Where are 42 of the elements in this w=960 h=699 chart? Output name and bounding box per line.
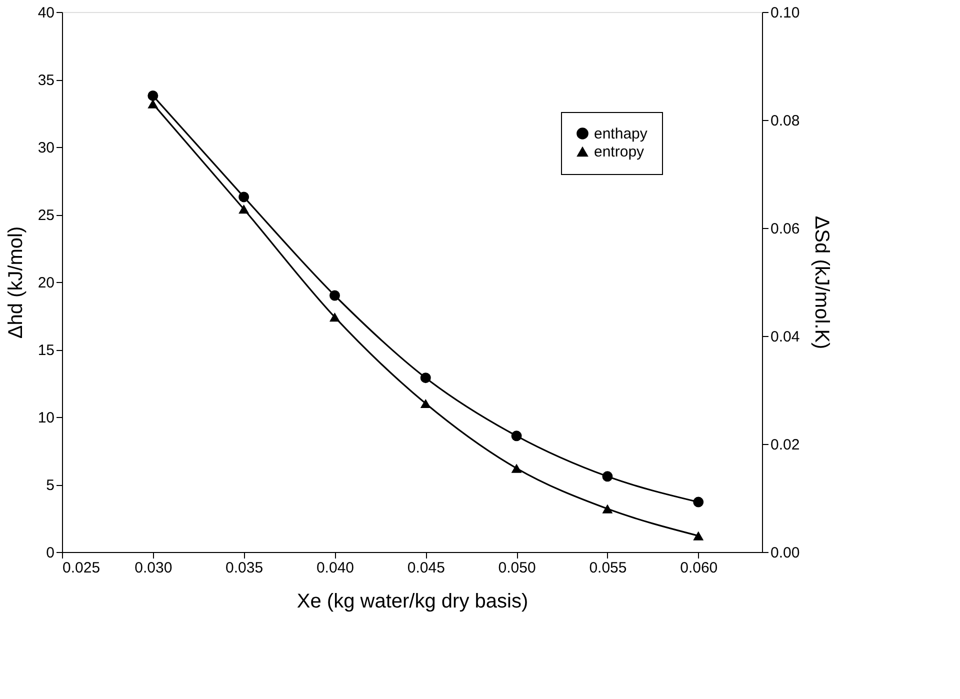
x-tick-label: 0.035 — [226, 560, 264, 576]
x-tick-label: 0.030 — [134, 560, 172, 576]
x-tick-label: 0.025 — [62, 560, 100, 576]
x-axis-title: Xe (kg water/kg dry basis) — [296, 590, 528, 612]
y-tick-label: 15 — [38, 342, 54, 359]
y-axis-title: Δhd (kJ/mol) — [4, 226, 27, 339]
x-tick-label: 0.050 — [498, 560, 536, 576]
x-tick-label: 0.055 — [589, 560, 627, 576]
point — [238, 204, 250, 214]
point — [511, 430, 522, 442]
y2-tick-label: 0.06 — [770, 220, 800, 238]
y2-tick-label: 0.00 — [770, 544, 800, 562]
point — [238, 192, 250, 202]
point — [329, 312, 340, 322]
point — [420, 372, 431, 384]
point — [329, 290, 340, 301]
y-tick-label: 40 — [38, 4, 54, 22]
y-tick-label: 0 — [46, 544, 54, 562]
legend-label: enthapy — [594, 126, 648, 142]
y-tick-label: 5 — [46, 477, 54, 494]
point — [420, 398, 431, 408]
y2-tick-label: 0.04 — [770, 328, 800, 346]
y-tick-label: 10 — [38, 410, 54, 426]
y2-tick-label: 0.02 — [770, 436, 800, 454]
point — [693, 531, 704, 540]
point — [511, 464, 522, 473]
y-tick-label: 20 — [38, 274, 54, 292]
y2-axis-title: ΔSd (kJ/mol.K) — [810, 216, 833, 350]
x-tick-label: 0.045 — [407, 560, 445, 576]
y-tick-label: 25 — [38, 207, 54, 224]
point — [148, 90, 158, 101]
x-tick-label: 0.060 — [680, 560, 718, 576]
y-tick-label: 35 — [38, 72, 54, 89]
legend-label: entropy — [594, 144, 645, 160]
y2-tick-label: 0.08 — [770, 112, 800, 130]
y-tick-label: 30 — [38, 140, 54, 156]
y2-tick-label: 0.10 — [770, 4, 800, 22]
x-tick-label: 0.040 — [316, 560, 354, 576]
point — [602, 504, 613, 514]
point — [148, 99, 158, 108]
point — [693, 496, 704, 508]
point — [602, 471, 613, 482]
